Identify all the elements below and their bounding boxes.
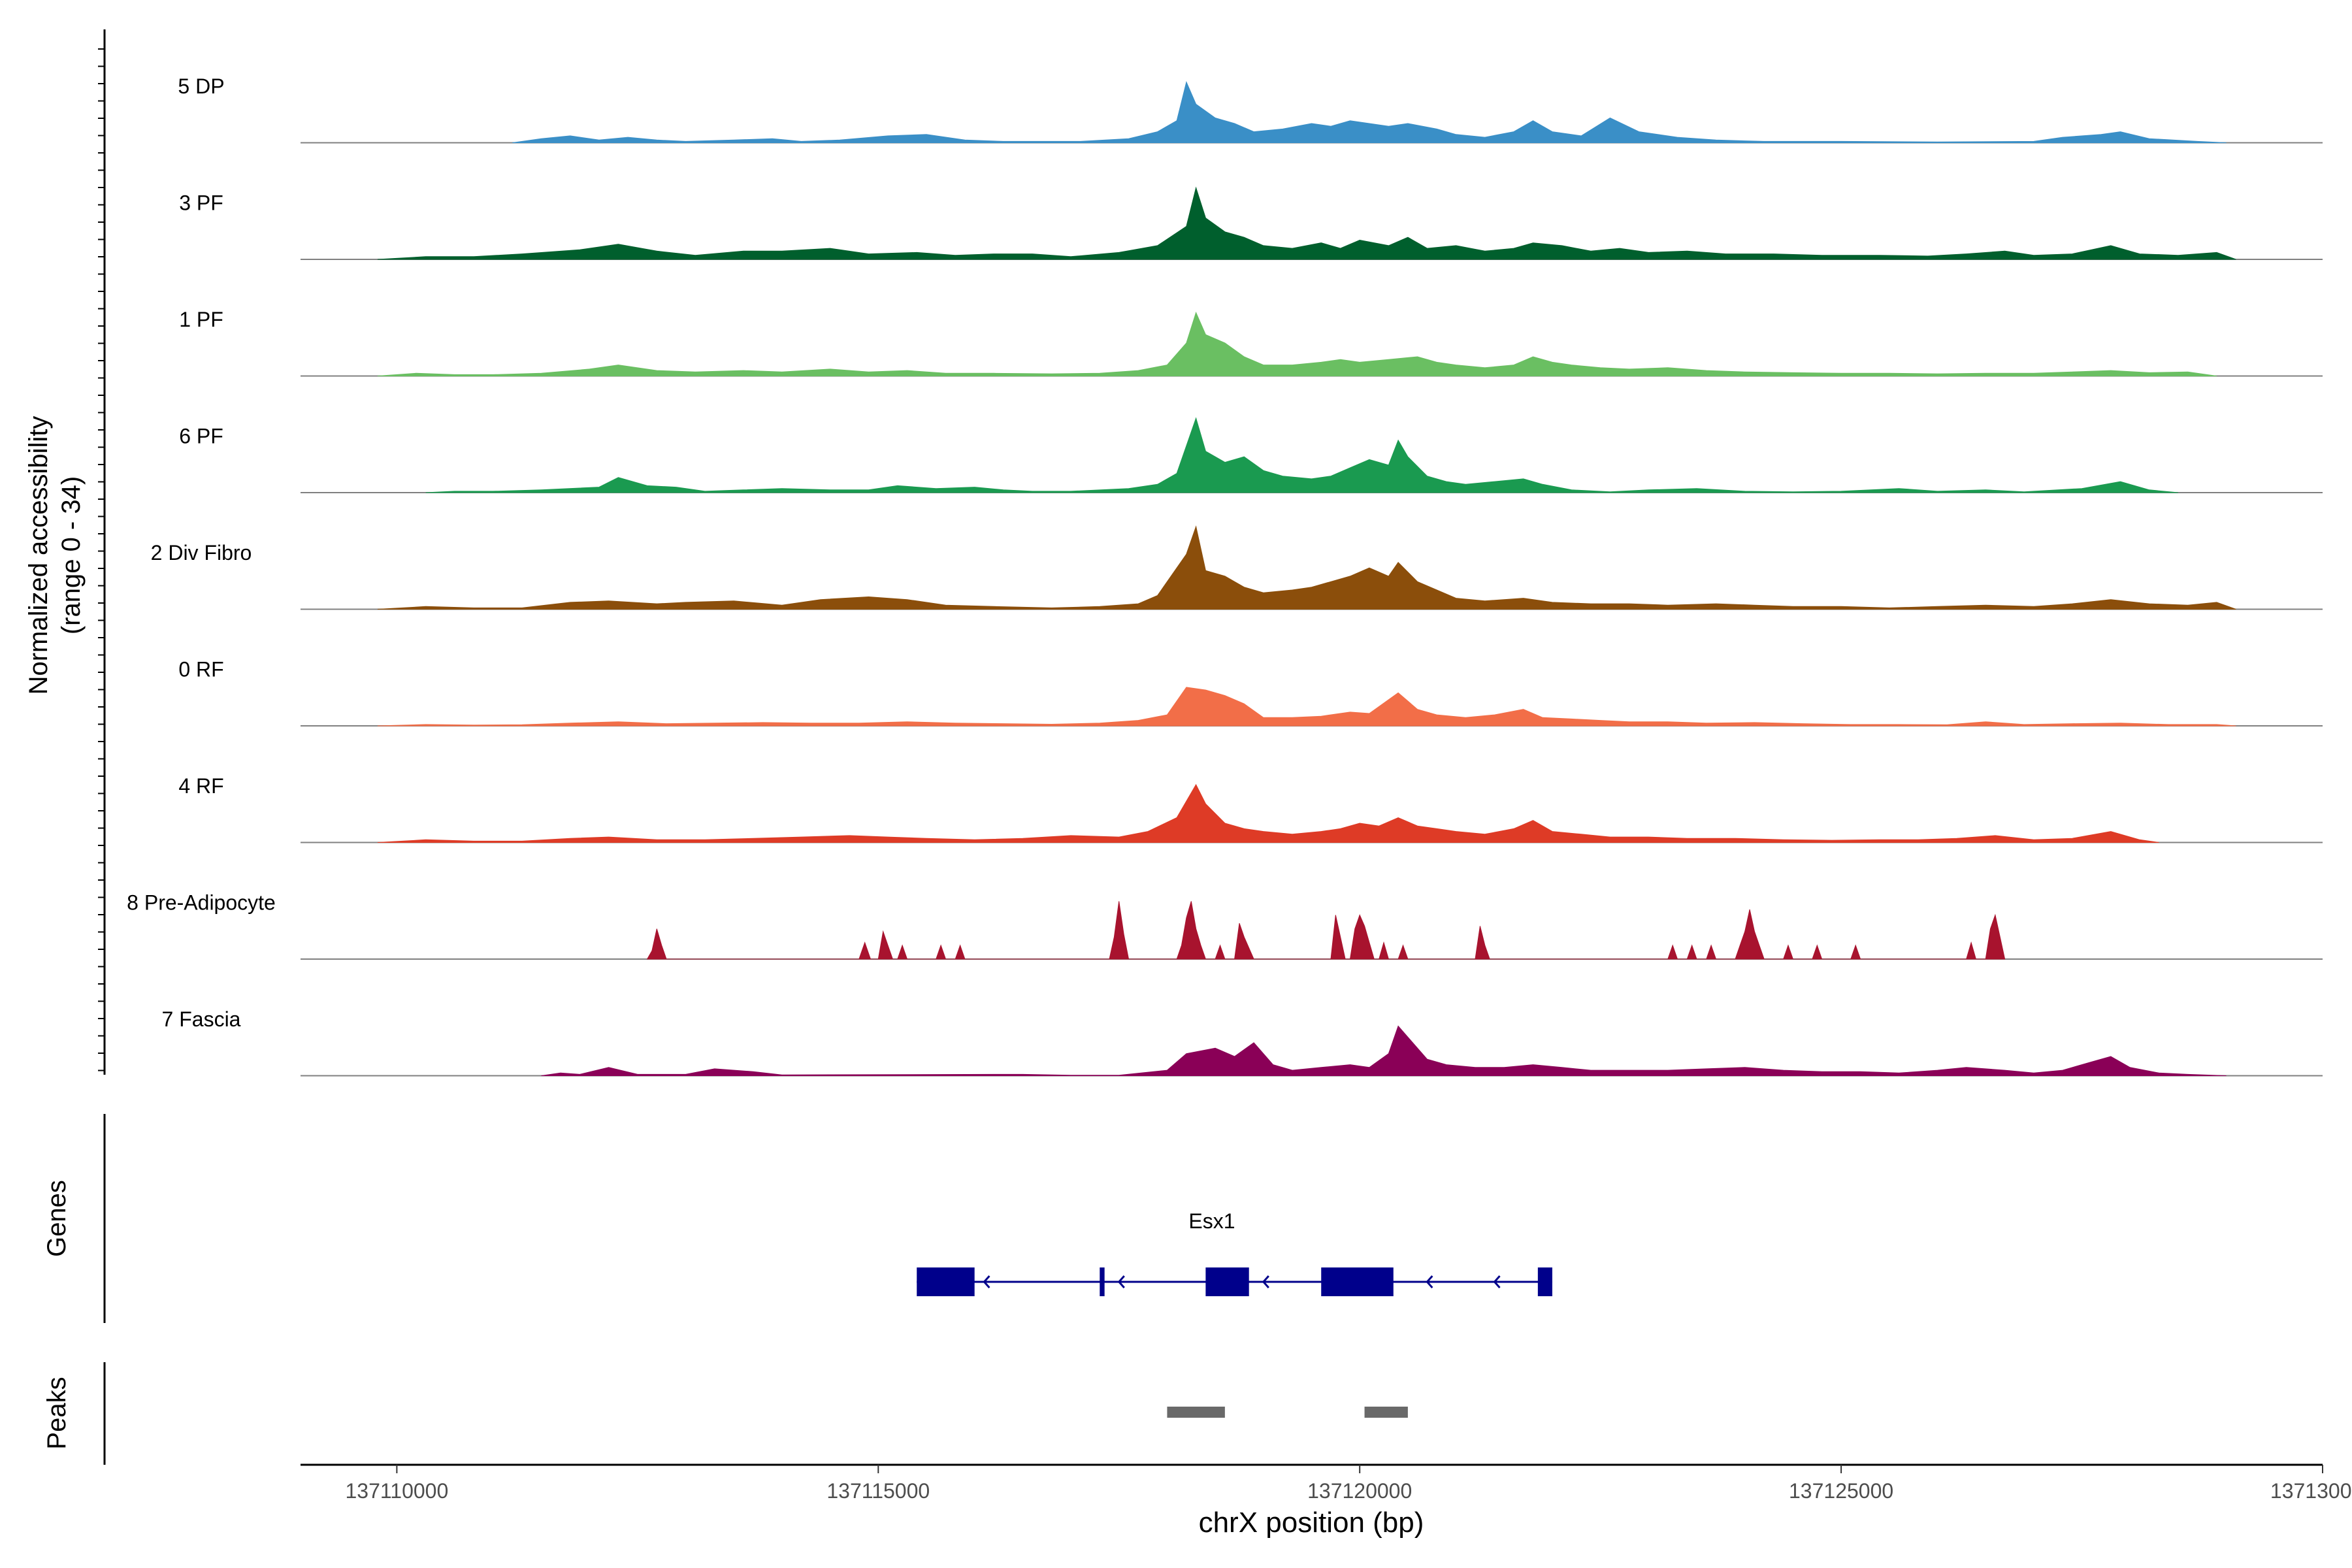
- x-tick-label: 137110000: [345, 1479, 448, 1503]
- genes-panel-label: Genes: [42, 1180, 71, 1257]
- track-coverage-area: [646, 901, 2006, 960]
- track-4-rf: 4 RF: [178, 774, 2323, 843]
- track-label: 7 Fascia: [162, 1007, 241, 1031]
- x-axis: 137110000 137115000 137120000 137125000 1371…: [301, 1463, 2352, 1503]
- track-label: 8 Pre-Adipocyte: [127, 891, 276, 915]
- peak-region: [1167, 1407, 1225, 1418]
- track-coverage-area: [541, 1025, 2227, 1076]
- track-label: 5 DP: [178, 74, 224, 98]
- track-3-pf: 3 PF: [179, 186, 2323, 260]
- track-5-dp: 5 DP: [178, 74, 2323, 144]
- track-label: 4 RF: [178, 774, 223, 798]
- track-2-div-fibro: 2 Div Fibro: [151, 525, 2323, 610]
- gene-strand-arrow: [1117, 1275, 1125, 1288]
- track-coverage-area: [377, 687, 2236, 727]
- track-coverage-area: [425, 417, 2178, 493]
- peak-regions: [1167, 1407, 1408, 1418]
- track-coverage-area: [377, 525, 2236, 610]
- gene-strand-arrow: [1262, 1275, 1269, 1288]
- x-tick-label: 137130000: [2270, 1479, 2352, 1503]
- track-0-rf: 0 RF: [178, 658, 2323, 727]
- track-label: 0 RF: [178, 658, 223, 681]
- gene-exon: [1205, 1267, 1249, 1296]
- y-axis-label-line1: Normalized accessibility: [24, 416, 53, 695]
- coverage-tracks: 5 DP 3 PF 1 PF 6 PF 2 Div Fibro 0 RF 4 RF 8 Pre…: [127, 74, 2323, 1077]
- gene-strand-arrow: [1493, 1275, 1501, 1288]
- track-7-fascia: 7 Fascia: [162, 1007, 2323, 1077]
- gene-name-label: Esx1: [1188, 1209, 1235, 1233]
- gene-exon: [1537, 1267, 1552, 1296]
- x-tick-label: 137120000: [1307, 1479, 1412, 1503]
- track-label: 6 PF: [179, 425, 223, 448]
- track-label: 2 Div Fibro: [151, 541, 252, 564]
- track-coverage-area: [377, 783, 2159, 843]
- gene-strand-arrow: [1426, 1275, 1433, 1288]
- peak-region: [1364, 1407, 1408, 1418]
- x-axis-label: chrX position (bp): [1199, 1507, 1424, 1539]
- track-coverage-area: [512, 81, 2227, 143]
- x-tick-label: 137125000: [1789, 1479, 1893, 1503]
- coverage-axis-ticks: [98, 48, 105, 1071]
- peaks-panel-label: Peaks: [42, 1377, 71, 1449]
- track-label: 1 PF: [179, 308, 223, 331]
- track-8-pre-adipocyte: 8 Pre-Adipocyte: [127, 891, 2323, 960]
- gene-exon: [917, 1267, 975, 1296]
- gene-exon: [1321, 1267, 1394, 1296]
- track-6-pf: 6 PF: [179, 417, 2323, 493]
- gene-exon: [1100, 1267, 1105, 1296]
- gene-model: Esx1: [917, 1209, 1552, 1296]
- track-label: 3 PF: [179, 191, 223, 215]
- track-coverage-area: [377, 186, 2236, 260]
- track-1-pf: 1 PF: [179, 308, 2323, 377]
- gene-strand-arrow: [983, 1275, 990, 1288]
- x-tick-label: 137115000: [826, 1479, 930, 1503]
- y-axis-label-line2: (range 0 - 34): [57, 476, 86, 634]
- track-coverage-area: [377, 311, 2217, 376]
